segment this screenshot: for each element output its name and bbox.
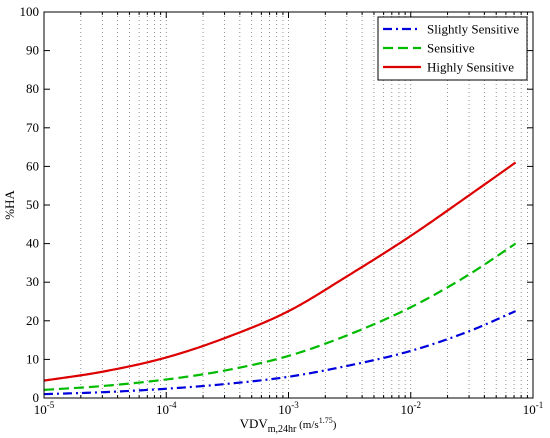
y-tick-label: 0	[33, 390, 40, 405]
y-tick-label: 50	[26, 197, 39, 212]
x-tick-label-base: 10	[34, 402, 47, 417]
y-tick-label: 10	[26, 351, 39, 366]
x-tick-label-base: 10	[401, 402, 414, 417]
x-axis-label-subscript: m,24hr	[268, 424, 297, 435]
y-tick-label: 30	[26, 274, 39, 289]
x-axis-label-unit: (m/s	[296, 419, 318, 431]
legend-label: Sensitive	[427, 41, 475, 56]
y-axis-label: %HA	[2, 190, 17, 220]
y-tick-label: 70	[26, 120, 39, 135]
y-tick-label: 90	[26, 43, 39, 58]
legend: Slightly Sensitive Sensitive Highly Sensit…	[377, 16, 528, 81]
x-tick-label: 10-4	[156, 400, 177, 417]
x-axis-label-power: 1.75	[319, 416, 333, 425]
series-layer	[43, 161, 517, 396]
x-tick-label-base: 10	[278, 402, 291, 417]
x-tick-label-exponent: -1	[536, 400, 544, 410]
x-axis-label-unit-end: )	[333, 419, 337, 431]
x-tick-label-base: 10	[523, 402, 536, 417]
x-tick-label-exponent: -3	[291, 400, 299, 410]
x-tick-label-exponent: -4	[169, 400, 177, 410]
x-axis-label-main: VDV	[240, 416, 269, 431]
x-axis-label: VDVm,24hr (m/s1.75)	[240, 416, 337, 435]
series-line-1	[43, 242, 517, 391]
y-tick-label: 60	[26, 158, 39, 173]
y-tick-label: 80	[26, 81, 39, 96]
y-tick-label: 20	[26, 313, 39, 328]
x-tick-label-base: 10	[156, 402, 169, 417]
x-tick-label: 10-1	[523, 400, 544, 417]
x-tick-label-exponent: -2	[414, 400, 422, 410]
y-tick-label: 40	[26, 236, 39, 251]
y-tick-label: 100	[20, 4, 40, 19]
x-tick-label: 10-5	[34, 400, 55, 417]
x-tick-label-exponent: -5	[47, 400, 55, 410]
x-tick-label: 10-2	[401, 400, 422, 417]
ticks	[43, 11, 533, 399]
series-line-0	[43, 310, 516, 396]
x-tick-label: 10-3	[278, 400, 299, 417]
legend-label: Slightly Sensitive	[427, 22, 519, 37]
series-line-2	[43, 161, 517, 382]
legend-label: Highly Sensitive	[427, 60, 514, 75]
